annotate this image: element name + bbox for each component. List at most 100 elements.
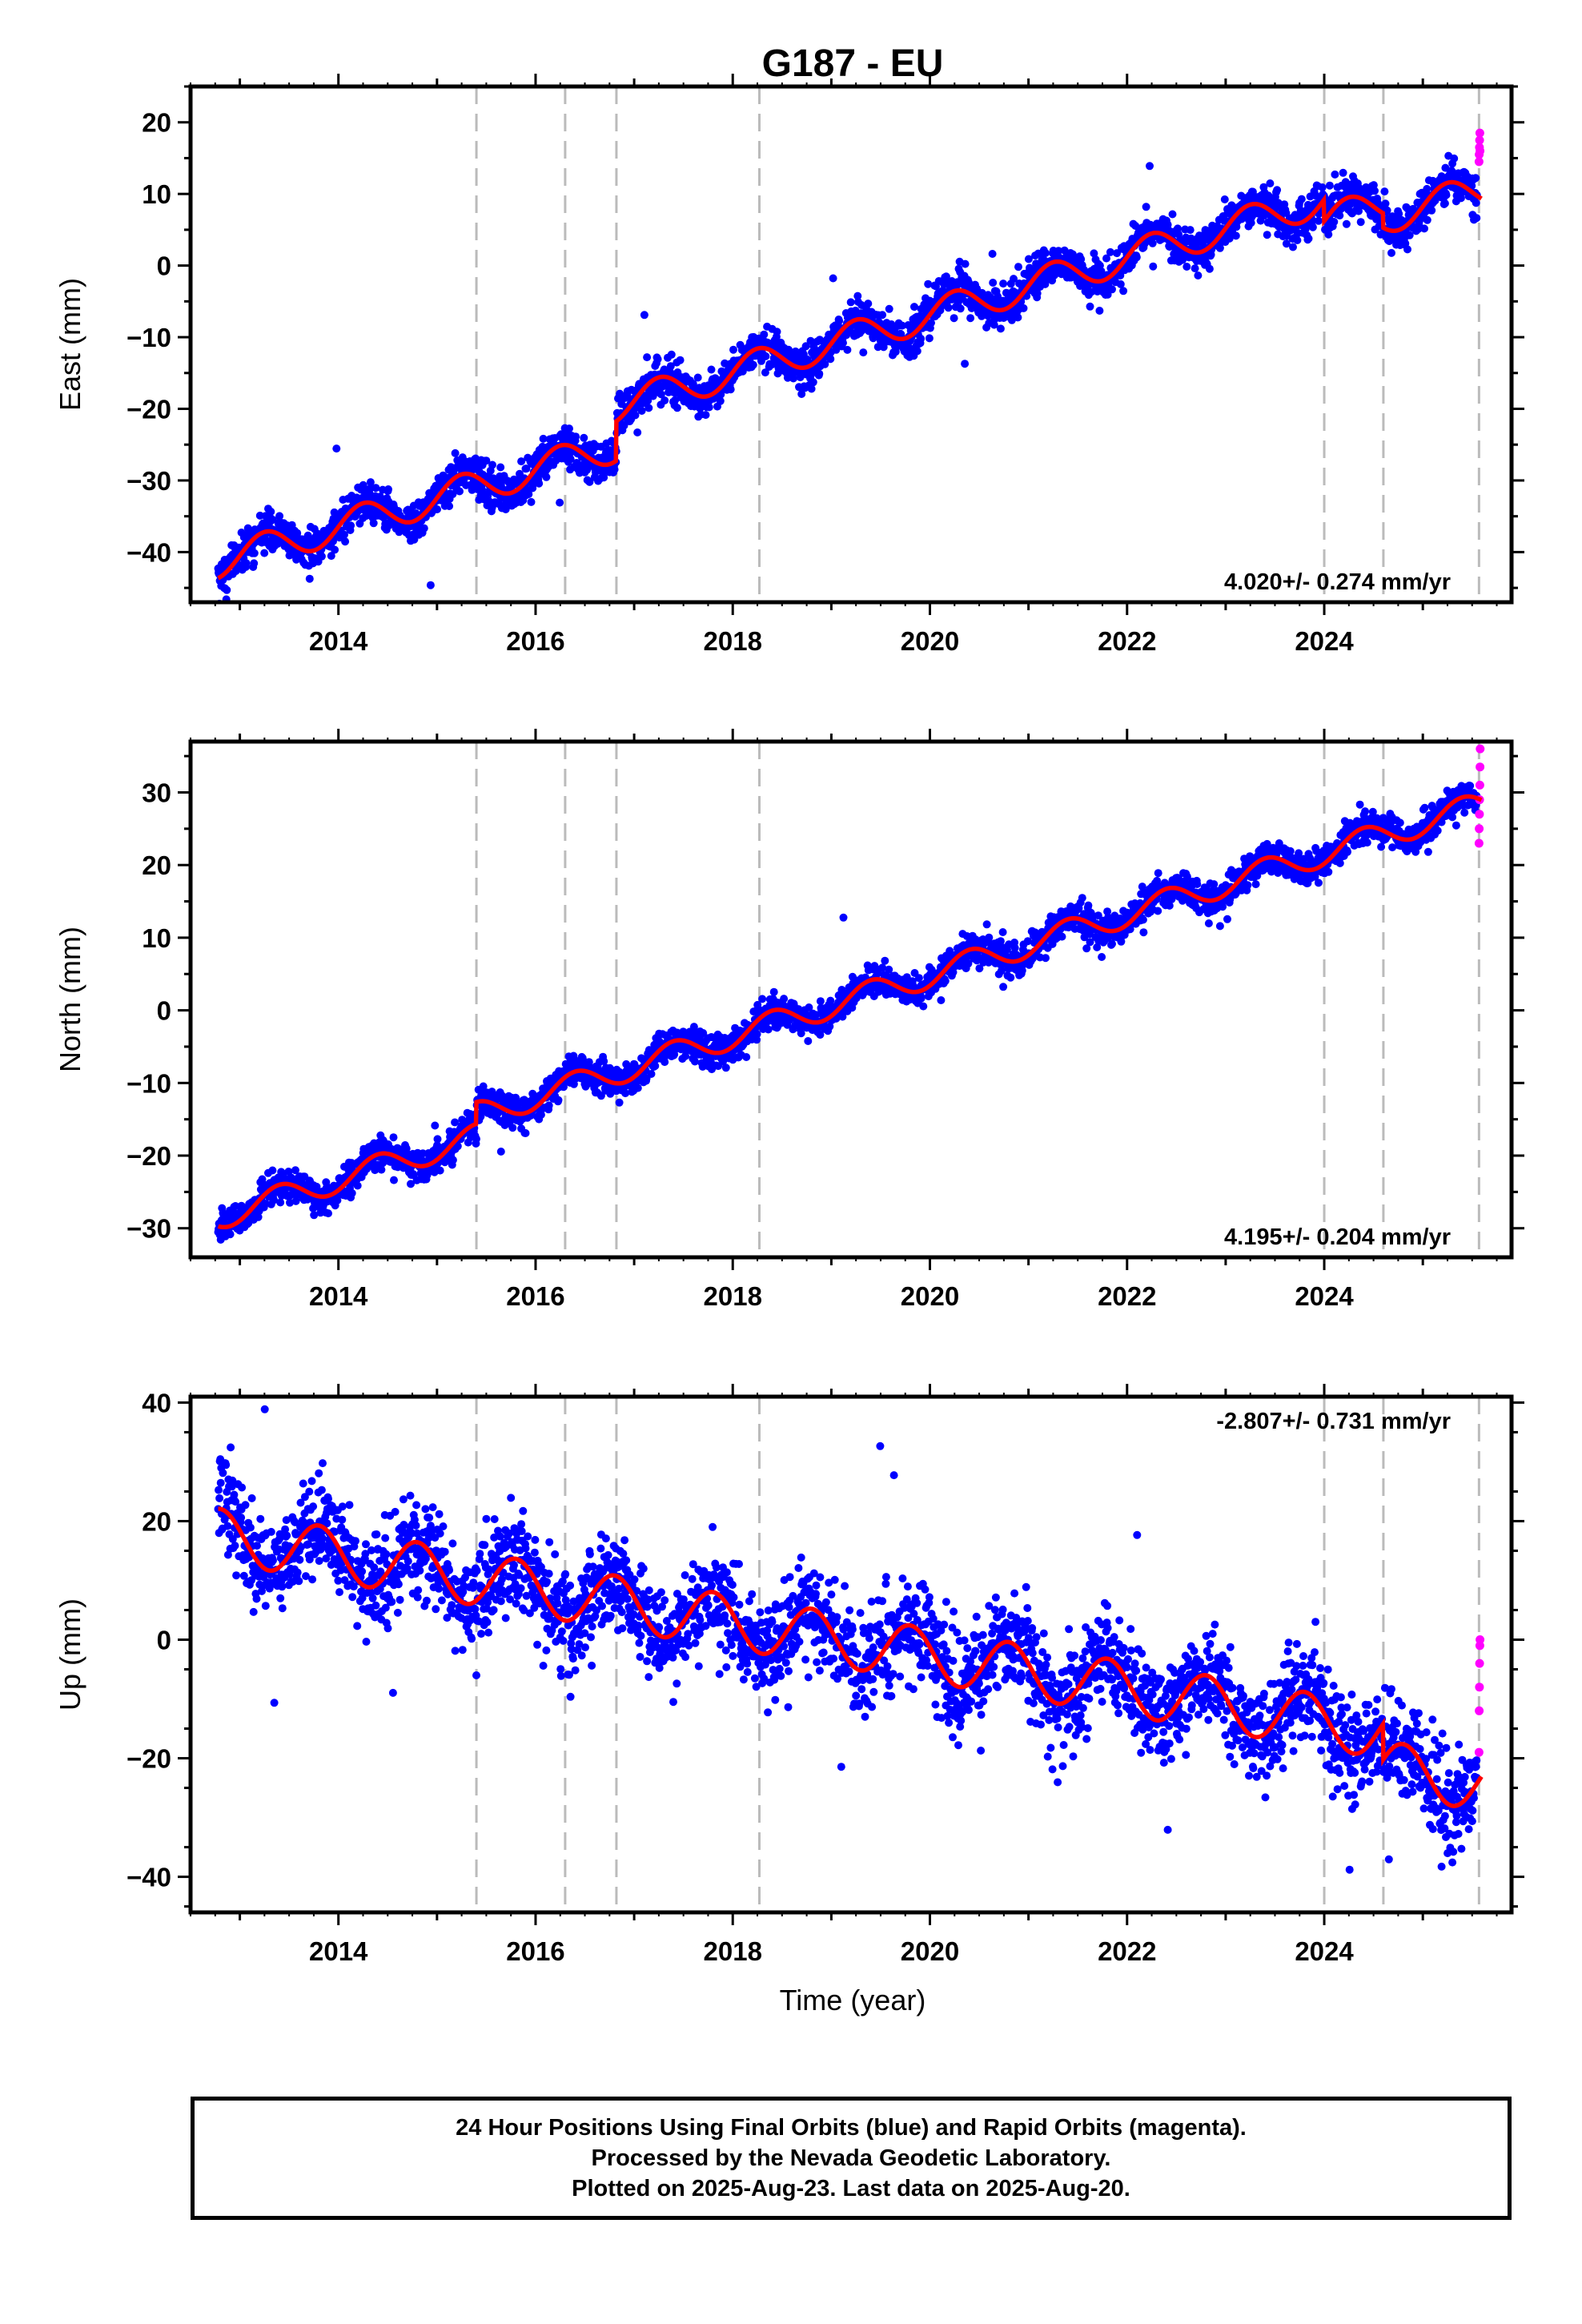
data-point (633, 428, 642, 436)
data-point (1106, 247, 1114, 256)
data-point (925, 334, 934, 343)
data-point (451, 1118, 460, 1127)
data-point (1423, 215, 1431, 224)
data-point (999, 983, 1008, 991)
data-point (1231, 231, 1240, 240)
data-point (377, 1165, 386, 1174)
data-point (242, 559, 251, 568)
data-point (1116, 279, 1125, 288)
data-point (769, 987, 778, 996)
data-point (1342, 219, 1351, 228)
data-point (260, 549, 269, 557)
data-point (1420, 224, 1428, 233)
data-point (366, 478, 375, 487)
velocity-label: 4.020+/- 0.274 mm/yr (1224, 569, 1451, 595)
data-point (1331, 170, 1339, 179)
data-point (223, 585, 231, 594)
data-point (917, 334, 926, 343)
data-point (761, 352, 770, 360)
data-point (656, 390, 665, 399)
data-point (482, 456, 491, 465)
data-point (666, 362, 675, 371)
data-point (522, 464, 531, 473)
data-point (1304, 234, 1313, 243)
data-point (1014, 313, 1022, 322)
data-point (640, 311, 648, 320)
data-point (647, 1070, 656, 1078)
data-point (1095, 307, 1104, 315)
data-point (436, 1166, 444, 1175)
data-point (1024, 255, 1033, 263)
data-point (1297, 195, 1306, 203)
data-point (917, 994, 926, 1003)
data-point (384, 485, 392, 493)
data-point (371, 484, 380, 493)
data-point (913, 347, 921, 356)
data-point (496, 463, 505, 472)
data-point (353, 1181, 362, 1190)
data-point (472, 1135, 480, 1144)
data-point (676, 356, 685, 364)
data-point (1318, 183, 1327, 191)
data-point (250, 549, 259, 557)
data-point (517, 457, 526, 466)
data-point (327, 552, 335, 561)
data-point (539, 434, 548, 443)
data-point (456, 487, 464, 496)
data-point (544, 1101, 553, 1110)
data-point (566, 455, 575, 463)
data-point (801, 342, 810, 351)
data-point (243, 524, 252, 533)
data-point (448, 1156, 457, 1164)
rapid-point (1476, 147, 1485, 155)
data-point (648, 392, 657, 400)
data-point (572, 432, 580, 441)
data-point (226, 1230, 235, 1239)
data-point (661, 1058, 669, 1067)
data-point (944, 304, 953, 312)
data-point (821, 360, 829, 368)
data-point (644, 404, 653, 412)
y-tick-label: −30 (126, 466, 171, 496)
discontinuity-lines (475, 742, 1480, 1257)
data-point (716, 396, 725, 405)
data-point (341, 537, 350, 546)
data-point (1090, 249, 1098, 258)
data-point (796, 373, 805, 382)
data-point (1293, 236, 1302, 244)
data-point (689, 380, 697, 388)
data-point (390, 1176, 398, 1184)
data-point (1472, 199, 1480, 207)
data-point (426, 581, 435, 589)
data-point (1356, 218, 1365, 227)
data-point (1060, 246, 1069, 255)
data-point (324, 1209, 332, 1218)
data-point (255, 511, 264, 520)
y-tick-label: −10 (126, 323, 171, 352)
data-point (1472, 174, 1480, 183)
y-tick-label: 10 (142, 179, 171, 209)
data-point (691, 1057, 699, 1066)
data-point (554, 1096, 563, 1104)
data-point (988, 250, 997, 258)
data-point (451, 448, 460, 457)
y-tick-label: 0 (157, 251, 171, 281)
data-point (1182, 263, 1191, 271)
data-point (600, 473, 608, 482)
data-point (448, 490, 457, 499)
data-point (853, 292, 862, 300)
data-point (1010, 943, 1019, 952)
data-point (1194, 271, 1203, 279)
data-point (910, 303, 918, 312)
data-point (829, 274, 837, 283)
x-tick-label: 2022 (1098, 626, 1156, 656)
data-point (508, 1124, 517, 1132)
y-tick-label: −40 (126, 537, 171, 567)
data-point (369, 519, 378, 528)
data-point (885, 304, 893, 313)
data-point (835, 316, 844, 325)
data-point (633, 1084, 642, 1092)
data-point (1007, 316, 1016, 324)
